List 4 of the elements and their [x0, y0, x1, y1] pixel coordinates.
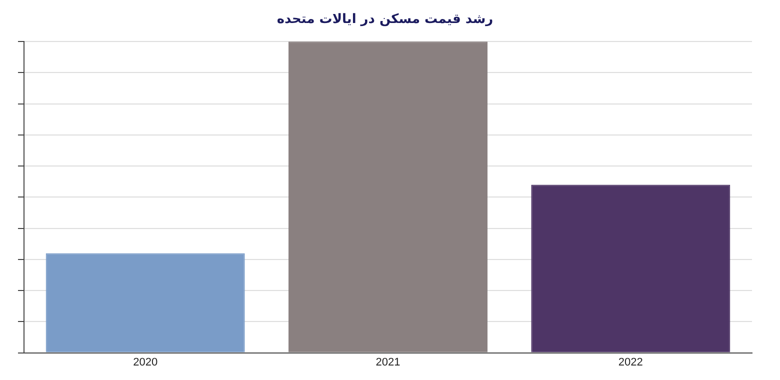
x-tick-label: 2020	[133, 356, 158, 368]
chart-title: رشد قیمت مسکن در ایالات متحده	[276, 12, 494, 28]
x-tick-label: 2021	[376, 356, 400, 368]
x-tick-label: 2022	[618, 356, 643, 368]
